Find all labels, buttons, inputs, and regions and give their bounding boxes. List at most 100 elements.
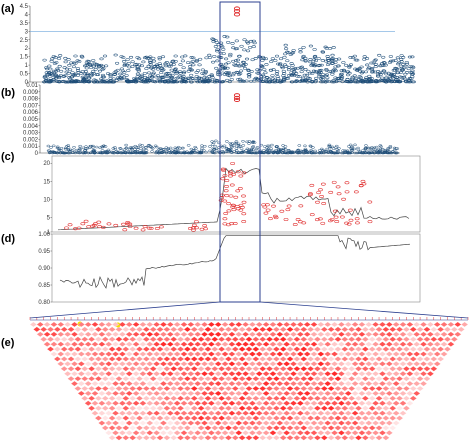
panel-e-ld-cell xyxy=(98,410,106,416)
panel-e-ld-cell xyxy=(183,376,191,382)
panel-a-point xyxy=(229,78,234,81)
panel-e-ld-cell xyxy=(286,356,294,362)
panel-e-ld-cell xyxy=(218,346,226,352)
panel-e-ld-cell xyxy=(224,405,233,411)
panel-e-ld-cell xyxy=(129,386,137,392)
panel-e-ld-cell xyxy=(262,420,270,426)
panel-e-ld-cell xyxy=(231,336,239,342)
panel-e-ld-cell xyxy=(259,366,267,372)
panel-e-ld-cell xyxy=(245,435,253,441)
panel-a-point xyxy=(307,79,312,83)
panel-a-point xyxy=(390,59,396,63)
panel-c-point xyxy=(285,208,291,212)
panel-b-point xyxy=(139,147,143,150)
panel-a-point xyxy=(387,61,393,64)
panel-e-ld-cell xyxy=(358,430,366,436)
panel-e-ld-cell xyxy=(245,346,253,352)
panel-b-point xyxy=(379,145,383,148)
panel-c-point xyxy=(235,189,241,193)
panel-c-point xyxy=(241,194,246,198)
panel-b-point xyxy=(224,140,229,143)
panel-b-point xyxy=(296,148,301,152)
panel-a-point xyxy=(275,69,280,73)
panel-e-ld-cell xyxy=(320,395,328,401)
panel-a-point xyxy=(224,62,229,66)
panel-e-ld-cell xyxy=(327,425,335,431)
panel-e-ld-cell xyxy=(146,371,154,377)
panel-e-ld-cell xyxy=(382,326,390,332)
panel-a-point xyxy=(241,61,247,64)
panel-e-ld-cell xyxy=(289,361,298,367)
panel-a-point xyxy=(245,41,251,45)
panel-b-point xyxy=(88,144,93,148)
panel-a-point xyxy=(194,70,199,74)
panel-b-point xyxy=(217,141,221,145)
panel-e-ld-cell xyxy=(194,361,202,367)
panel-e-ld-cell xyxy=(146,341,154,347)
panel-e-ld-cell xyxy=(296,351,304,357)
panel-b-point xyxy=(126,151,130,154)
panel-e-ld-cell xyxy=(149,366,157,372)
panel-a-point xyxy=(190,60,195,63)
panel-b-point xyxy=(210,143,215,146)
panel-a-point xyxy=(218,51,223,55)
panel-a-point xyxy=(274,72,279,76)
panel-e-ld-cell xyxy=(122,415,130,421)
panel-e-ld-cell xyxy=(361,435,369,441)
panel-a-point xyxy=(308,71,313,75)
panel-e-ld-cell xyxy=(163,405,171,411)
panel-b-point xyxy=(68,151,72,155)
panel-e-ld-cell xyxy=(108,356,116,362)
panel-e-ld-cell xyxy=(221,390,229,396)
panel-a-point xyxy=(237,54,242,58)
panel-e-ld-cell xyxy=(399,400,407,406)
panel-b-point xyxy=(228,148,233,151)
panel-e-ld-cell xyxy=(392,341,400,347)
panel-a-point xyxy=(353,58,358,62)
panel-e-ld-cell xyxy=(183,405,191,411)
panel-b-peak-point xyxy=(233,93,241,98)
panel-e-ld-cell xyxy=(252,336,260,342)
panel-e-ld-cell xyxy=(166,331,174,337)
panel-e-ld-cell xyxy=(211,366,219,372)
panel-e-ld-cell xyxy=(204,415,212,421)
panel-e-ld-cell xyxy=(149,405,157,411)
panel-e-ld-cell xyxy=(218,405,226,411)
panel-e-ld-cell xyxy=(300,395,308,401)
panel-a-point xyxy=(288,53,293,56)
panel-e-ld-cell xyxy=(98,390,106,396)
panel-b-point xyxy=(164,146,169,149)
panel-a-point xyxy=(255,68,260,72)
panel-e-ld-cell xyxy=(286,336,294,342)
panel-a-point xyxy=(47,64,52,68)
panel-e-ld-cell xyxy=(159,361,168,367)
panel-e-ld-cell xyxy=(337,420,345,426)
panel-a-point xyxy=(366,67,371,71)
panel-a-point xyxy=(368,79,374,83)
panel-c-point xyxy=(125,221,131,225)
panel-e-ld-cell xyxy=(283,341,291,347)
panel-e-ld-cell xyxy=(153,371,161,377)
panel-b-point xyxy=(213,144,217,148)
panel-e-ld-cell xyxy=(409,326,417,332)
panel-e-ld-cell xyxy=(358,390,366,396)
panel-e-ld-cell xyxy=(354,376,363,382)
panel-b-point xyxy=(388,146,393,149)
panel-c-point xyxy=(339,215,345,219)
panel-c-point xyxy=(272,214,278,218)
panel-a-point xyxy=(353,78,358,82)
panel-c-point xyxy=(191,228,196,232)
panel-e-ld-cell xyxy=(265,356,274,362)
panel-a-point xyxy=(80,55,85,59)
panel-a-point xyxy=(55,80,60,84)
panel-e-ld-cell xyxy=(262,400,270,406)
panel-a-point xyxy=(195,80,200,84)
panel-a-point xyxy=(286,74,292,77)
panel-e-ld-cell xyxy=(180,430,188,436)
panel-a-point xyxy=(324,68,329,71)
panel-e-ld-cell xyxy=(149,336,157,342)
panel-e-ld-cell xyxy=(245,405,253,411)
panel-b-point xyxy=(134,146,139,149)
panel-e-ld-cell xyxy=(402,336,410,342)
panel-a-point xyxy=(114,78,119,82)
